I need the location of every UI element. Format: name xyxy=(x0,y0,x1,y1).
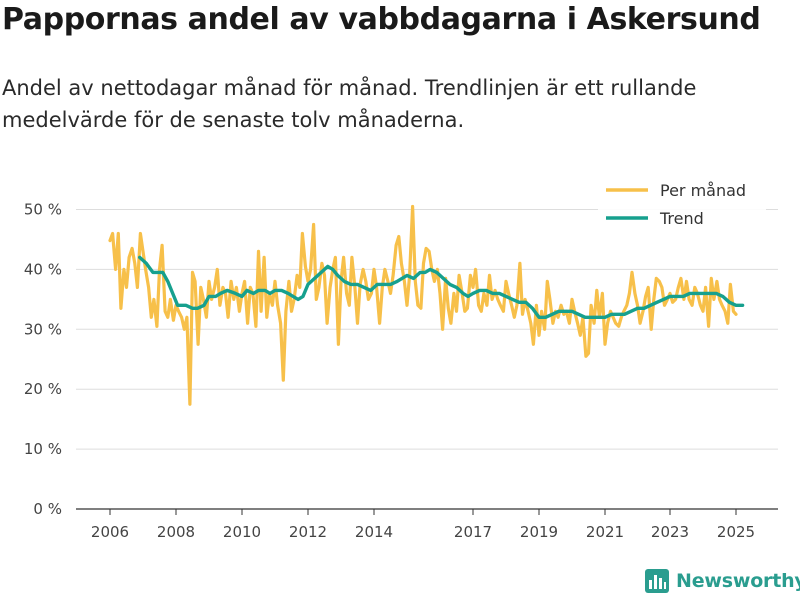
y-tick-label: 50 % xyxy=(24,201,62,219)
x-tick-label: 2008 xyxy=(157,523,195,541)
x-tick-label: 2010 xyxy=(223,523,261,541)
series-line-per-manad xyxy=(108,204,738,406)
x-tick-label: 2012 xyxy=(289,523,327,541)
y-tick-label: 30 % xyxy=(24,320,62,338)
x-tick-label: 2017 xyxy=(454,523,492,541)
x-tick-label: 2023 xyxy=(651,523,689,541)
series xyxy=(108,204,745,406)
legend-label: Trend xyxy=(659,209,704,228)
x-tick-label: 2019 xyxy=(520,523,558,541)
legend-label: Per månad xyxy=(660,181,746,200)
axis-ticks: 0 % 10 % 20 % 30 % 40 % 50 % 2006 2008 2010 2012 2… xyxy=(24,201,755,542)
gridlines xyxy=(76,209,778,510)
x-tick-label: 2025 xyxy=(717,523,755,541)
x-tick-label: 2014 xyxy=(355,523,393,541)
x-tick-label: 2006 xyxy=(91,523,129,541)
y-tick-label: 20 % xyxy=(24,380,62,398)
chart-subtitle: Andel av nettodagar månad för månad. Tre… xyxy=(2,76,697,132)
newsworthy-logo-icon xyxy=(645,569,669,593)
y-tick-label: 0 % xyxy=(33,500,62,518)
chart-title: Pappornas andel av vabbdagarna i Askersu… xyxy=(2,2,761,37)
brand[interactable]: Newsworthy xyxy=(644,568,800,594)
series-line-trend xyxy=(138,255,745,319)
legend-background xyxy=(598,176,766,234)
y-tick-label: 10 % xyxy=(24,440,62,458)
x-tick-label: 2021 xyxy=(586,523,624,541)
legend: Per månad Trend xyxy=(598,176,766,234)
brand-name: Newsworthy xyxy=(676,570,800,592)
y-tick-label: 40 % xyxy=(24,260,62,278)
